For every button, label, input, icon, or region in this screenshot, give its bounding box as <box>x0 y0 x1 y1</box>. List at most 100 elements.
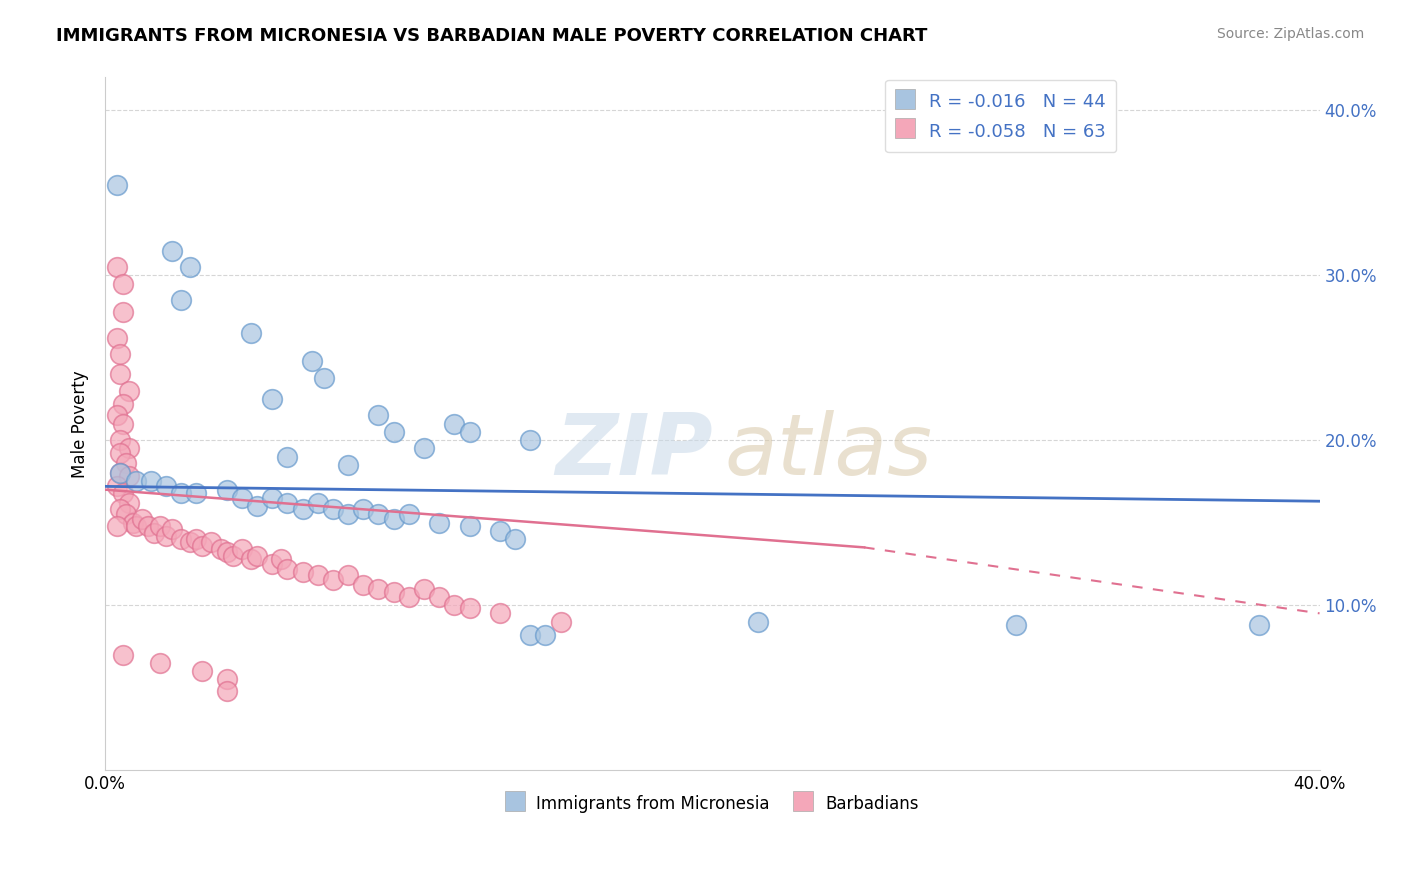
Point <box>337 508 360 522</box>
Point <box>118 384 141 398</box>
Point <box>382 425 405 439</box>
Point <box>112 277 135 291</box>
Point <box>110 347 132 361</box>
Point <box>307 496 329 510</box>
Point <box>550 615 572 629</box>
Point <box>1005 618 1028 632</box>
Point <box>118 442 141 456</box>
Point <box>1247 618 1270 632</box>
Point <box>367 409 389 423</box>
Point <box>115 508 138 522</box>
Point <box>110 466 132 480</box>
Point <box>367 508 389 522</box>
Point <box>112 648 135 662</box>
Point <box>262 491 284 505</box>
Point <box>352 502 374 516</box>
Point <box>458 425 481 439</box>
Text: Source: ZipAtlas.com: Source: ZipAtlas.com <box>1216 27 1364 41</box>
Text: ZIP: ZIP <box>555 410 713 493</box>
Point <box>142 525 165 540</box>
Y-axis label: Male Poverty: Male Poverty <box>72 370 89 477</box>
Point <box>458 519 481 533</box>
Point <box>139 475 162 489</box>
Point <box>747 615 769 629</box>
Point <box>398 508 420 522</box>
Point <box>352 578 374 592</box>
Point <box>276 562 298 576</box>
Point <box>160 522 183 536</box>
Point <box>519 434 541 448</box>
Point <box>186 532 208 546</box>
Point <box>382 512 405 526</box>
Point <box>121 516 143 530</box>
Point <box>262 392 284 406</box>
Point <box>112 397 135 411</box>
Point <box>246 549 269 563</box>
Point <box>231 542 253 557</box>
Legend: Immigrants from Micronesia, Barbadians: Immigrants from Micronesia, Barbadians <box>496 784 928 824</box>
Point <box>124 475 146 489</box>
Point <box>458 601 481 615</box>
Point <box>443 417 465 431</box>
Point <box>118 496 141 510</box>
Point <box>110 446 132 460</box>
Point <box>155 529 177 543</box>
Point <box>179 535 201 549</box>
Point <box>489 607 512 621</box>
Point <box>239 326 262 340</box>
Point <box>215 683 238 698</box>
Point <box>209 542 232 557</box>
Point <box>301 354 323 368</box>
Point <box>413 582 436 596</box>
Point <box>110 502 132 516</box>
Point <box>215 483 238 497</box>
Point <box>131 512 153 526</box>
Point <box>291 502 314 516</box>
Point <box>191 539 214 553</box>
Point <box>105 178 128 192</box>
Point <box>136 519 159 533</box>
Point <box>215 545 238 559</box>
Point <box>149 519 172 533</box>
Point <box>519 628 541 642</box>
Point <box>291 565 314 579</box>
Point <box>270 552 292 566</box>
Point <box>118 469 141 483</box>
Point <box>503 532 526 546</box>
Point <box>110 434 132 448</box>
Point <box>337 568 360 582</box>
Point <box>367 582 389 596</box>
Point <box>112 304 135 318</box>
Point <box>262 557 284 571</box>
Point <box>276 450 298 464</box>
Point <box>322 502 344 516</box>
Point <box>105 409 128 423</box>
Point <box>149 656 172 670</box>
Text: atlas: atlas <box>724 410 932 493</box>
Point <box>160 244 183 258</box>
Point <box>276 496 298 510</box>
Point <box>427 590 450 604</box>
Point <box>124 519 146 533</box>
Point <box>307 568 329 582</box>
Point <box>231 491 253 505</box>
Point <box>115 456 138 470</box>
Point <box>489 524 512 538</box>
Point <box>186 486 208 500</box>
Point <box>382 585 405 599</box>
Point <box>105 519 128 533</box>
Point <box>170 293 193 307</box>
Point <box>427 516 450 530</box>
Point <box>105 479 128 493</box>
Point <box>170 486 193 500</box>
Point <box>170 532 193 546</box>
Point <box>112 417 135 431</box>
Point <box>222 549 245 563</box>
Point <box>155 479 177 493</box>
Point <box>110 368 132 382</box>
Point <box>105 331 128 345</box>
Point <box>105 260 128 274</box>
Point <box>112 486 135 500</box>
Text: IMMIGRANTS FROM MICRONESIA VS BARBADIAN MALE POVERTY CORRELATION CHART: IMMIGRANTS FROM MICRONESIA VS BARBADIAN … <box>56 27 928 45</box>
Point <box>200 535 222 549</box>
